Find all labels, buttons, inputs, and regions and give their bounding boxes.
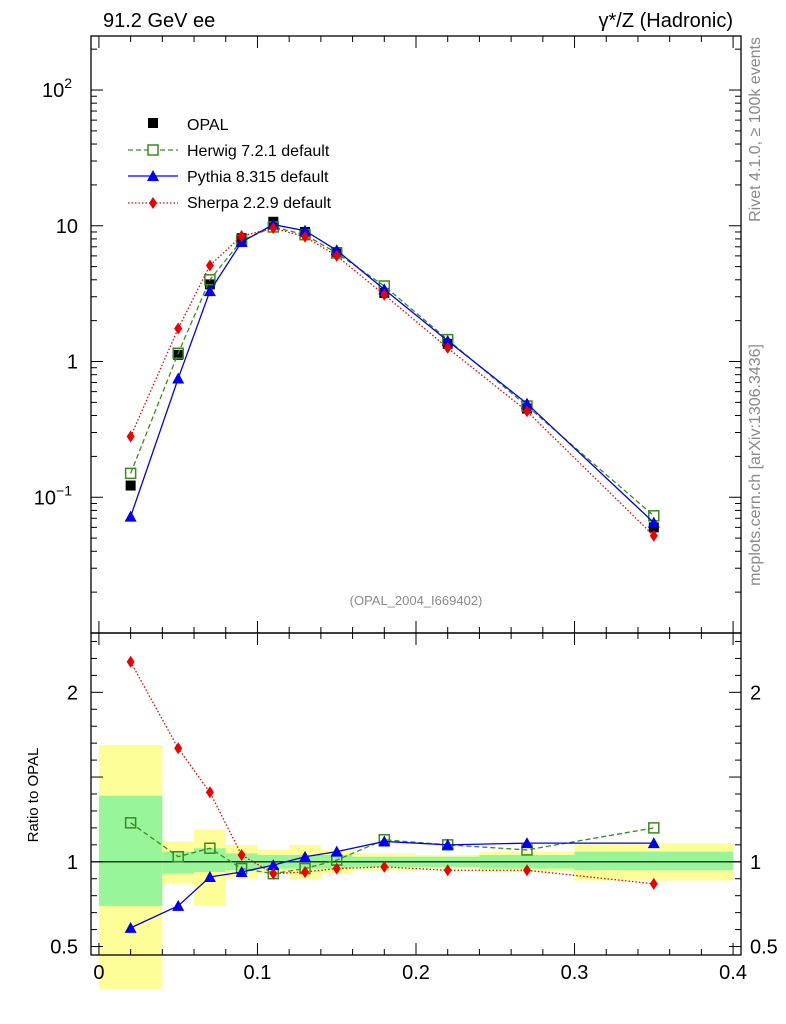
legend-sherpa-label: Sherpa 2.2.9 default bbox=[187, 195, 332, 212]
main-ytick-base-3: 10 bbox=[34, 487, 56, 509]
ratio-sherpa-point-10 bbox=[649, 877, 658, 890]
main-sherpa-point-9 bbox=[522, 405, 531, 418]
main-ytick-base-2: 1 bbox=[67, 352, 78, 374]
main-ytick-base-1: 10 bbox=[56, 216, 78, 238]
xtick-label-1: 0.1 bbox=[244, 962, 272, 984]
right-title: γ*/Z (Hadronic) bbox=[599, 10, 733, 32]
ratio-ytick-label-right-2: 0.5 bbox=[750, 937, 778, 959]
xtick-label-0: 0 bbox=[93, 962, 104, 984]
main-pythia-point-6 bbox=[330, 244, 343, 256]
main-pythia-point-8 bbox=[441, 334, 454, 346]
ratio-ytick-label-right-1: 1 bbox=[750, 852, 761, 874]
left-title: 91.2 GeV ee bbox=[103, 10, 215, 32]
main-herwig-line bbox=[130, 226, 655, 517]
ratio-herwig-point-0 bbox=[124, 817, 137, 829]
legend-herwig-marker bbox=[147, 144, 159, 156]
ratio-sherpa-point-1 bbox=[174, 742, 183, 755]
ratio-ylabel: Ratio to OPAL bbox=[25, 748, 42, 843]
legend-pythia-marker bbox=[147, 170, 159, 181]
band-inner-10 bbox=[574, 851, 734, 871]
main-data-point-0 bbox=[125, 480, 136, 491]
analysis-label: (OPAL_2004_I669402) bbox=[350, 593, 483, 608]
ratio-sherpa-point-9 bbox=[522, 864, 531, 877]
main-pythia-point-0 bbox=[124, 510, 137, 522]
ratio-herwig-point-1 bbox=[172, 850, 184, 863]
ratio-ytick-label-left-0: 2 bbox=[67, 682, 78, 704]
xtick-label-2: 0.2 bbox=[402, 962, 430, 984]
ratio-pythia-point-0 bbox=[124, 921, 137, 933]
ratio-pythia-point-10 bbox=[647, 837, 660, 849]
main-ytick-label-2: 1 bbox=[67, 352, 78, 374]
main-sherpa-line bbox=[130, 227, 655, 537]
main-sherpa-point-0 bbox=[126, 430, 135, 443]
main-ytick-sup-3: −1 bbox=[56, 482, 72, 498]
main-ytick-label-3: 10−1 bbox=[34, 482, 72, 509]
ratio-pythia-point-8 bbox=[441, 838, 454, 850]
ratio-pythia-point-6 bbox=[330, 845, 343, 857]
main-sherpa-point-6 bbox=[332, 249, 341, 262]
xtick-label-4: 0.4 bbox=[719, 962, 747, 984]
legend-opal-label: OPAL bbox=[187, 117, 229, 134]
main-sherpa-point-8 bbox=[443, 341, 452, 354]
main-ytick-sup-0: 2 bbox=[64, 75, 72, 91]
ratio-pythia-point-1 bbox=[172, 899, 185, 911]
main-herwig-point-2 bbox=[204, 274, 216, 286]
xtick-label-3: 0.3 bbox=[561, 962, 589, 984]
main-sherpa-point-4 bbox=[269, 222, 278, 235]
ratio-sherpa-point-0 bbox=[126, 655, 135, 668]
ratio-herwig-point-2 bbox=[204, 842, 216, 854]
ratio-ytick-label-left-2: 0.5 bbox=[50, 937, 78, 959]
main-pythia-point-5 bbox=[299, 224, 312, 236]
main-sherpa-point-7 bbox=[380, 288, 389, 301]
ratio-sherpa-point-6 bbox=[332, 862, 341, 875]
series-layer bbox=[91, 216, 741, 933]
mcplots-label: mcplots.cern.ch [arXiv:1306.3436] bbox=[747, 344, 764, 586]
ratio-ytick-label-left-1: 1 bbox=[67, 852, 78, 874]
ratio-pythia-point-4 bbox=[267, 859, 280, 871]
main-sherpa-point-3 bbox=[237, 230, 246, 243]
ratio-ytick-label-right-0: 2 bbox=[750, 682, 761, 704]
legend: OPAL Herwig 7.2.1 default Pythia 8.315 d… bbox=[128, 117, 332, 212]
band-inner-0 bbox=[98, 795, 163, 906]
ratio-sherpa-point-3 bbox=[237, 849, 246, 862]
main-pythia-point-9 bbox=[520, 397, 533, 409]
ratio-sherpa-point-5 bbox=[301, 865, 310, 878]
main-sherpa-point-2 bbox=[205, 259, 214, 272]
legend-herwig-label: Herwig 7.2.1 default bbox=[187, 143, 330, 160]
ratio-pythia-point-3 bbox=[235, 865, 248, 877]
main-pythia-point-1 bbox=[172, 372, 185, 384]
ratio-sherpa-point-2 bbox=[205, 786, 214, 799]
ratio-pythia-point-9 bbox=[520, 837, 533, 849]
ratio-sherpa-point-8 bbox=[443, 864, 452, 877]
main-ytick-label-1: 10 bbox=[56, 216, 78, 238]
ratio-pythia-point-2 bbox=[203, 871, 216, 883]
main-ytick-label-0: 102 bbox=[42, 75, 72, 102]
main-pythia-point-2 bbox=[203, 285, 216, 297]
ratio-sherpa-point-7 bbox=[380, 860, 389, 873]
ratio-frame bbox=[90, 632, 742, 956]
main-sherpa-point-1 bbox=[174, 322, 183, 335]
main-data-point-1 bbox=[173, 349, 184, 360]
main-pythia-point-10 bbox=[647, 516, 660, 528]
ratio-sherpa-point-4 bbox=[269, 867, 278, 880]
main-herwig-point-0 bbox=[124, 467, 137, 480]
rivet-label: Rivet 4.1.0, ≥ 100k events bbox=[747, 37, 764, 222]
ratio-herwig-point-10 bbox=[648, 822, 660, 834]
main-sherpa-point-10 bbox=[649, 529, 658, 542]
main-ytick-base-0: 10 bbox=[42, 80, 64, 102]
band-inner-1 bbox=[162, 851, 195, 874]
main-sherpa-point-5 bbox=[301, 230, 310, 243]
legend-sherpa-marker bbox=[149, 197, 157, 209]
band-inner-2 bbox=[194, 848, 226, 872]
legend-pythia-label: Pythia 8.315 default bbox=[187, 169, 329, 186]
legend-opal-marker bbox=[148, 118, 158, 128]
main-herwig-point-1 bbox=[172, 347, 184, 360]
ratio-pythia-point-5 bbox=[299, 850, 312, 862]
ratio-pythia-point-7 bbox=[378, 835, 391, 847]
